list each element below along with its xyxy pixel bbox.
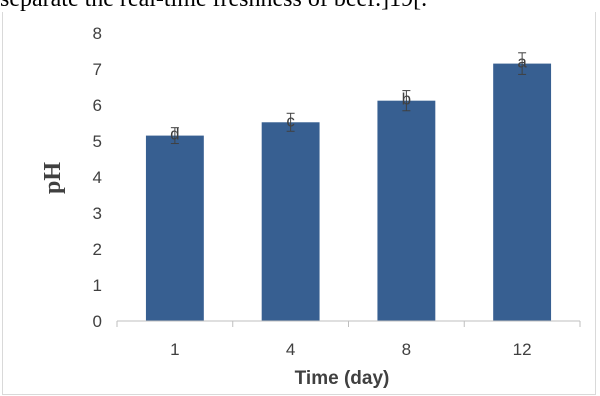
x-tick-label: 4: [286, 340, 295, 359]
significance-label: c: [286, 111, 295, 130]
caption-text: separate the real-time freshness of beef…: [0, 0, 600, 13]
significance-label: a: [517, 53, 527, 72]
y-tick-label: 5: [93, 132, 102, 151]
significance-labels: d c b a: [170, 53, 527, 144]
y-tick-label: 7: [93, 60, 102, 79]
y-tick-label: 4: [93, 168, 102, 187]
y-tick-label: 1: [93, 276, 102, 295]
bar: [261, 122, 320, 321]
bars: [145, 63, 552, 322]
x-tick-label: 8: [402, 340, 411, 359]
error-bars: [170, 52, 527, 145]
y-axis-label: pH: [40, 162, 66, 194]
x-tick-label: 12: [513, 340, 532, 359]
y-axis-ticks: 0 1 2 3 4 5 6 7 8: [93, 24, 102, 331]
bar: [377, 100, 436, 322]
significance-label: d: [170, 125, 179, 144]
x-axis-ticks: 1 4 8 12: [170, 340, 531, 359]
x-axis: [116, 320, 581, 327]
y-tick-label: 6: [93, 96, 102, 115]
significance-label: b: [402, 90, 411, 109]
x-tick-label: 1: [170, 340, 179, 359]
y-tick-label: 2: [93, 240, 102, 259]
y-tick-label: 8: [93, 24, 102, 43]
x-axis-label: Time (day): [295, 368, 390, 389]
y-tick-label: 0: [93, 312, 102, 331]
chart-panel: [2, 12, 596, 395]
bar: [493, 63, 552, 321]
y-tick-label: 3: [93, 204, 102, 223]
bar: [145, 135, 204, 321]
